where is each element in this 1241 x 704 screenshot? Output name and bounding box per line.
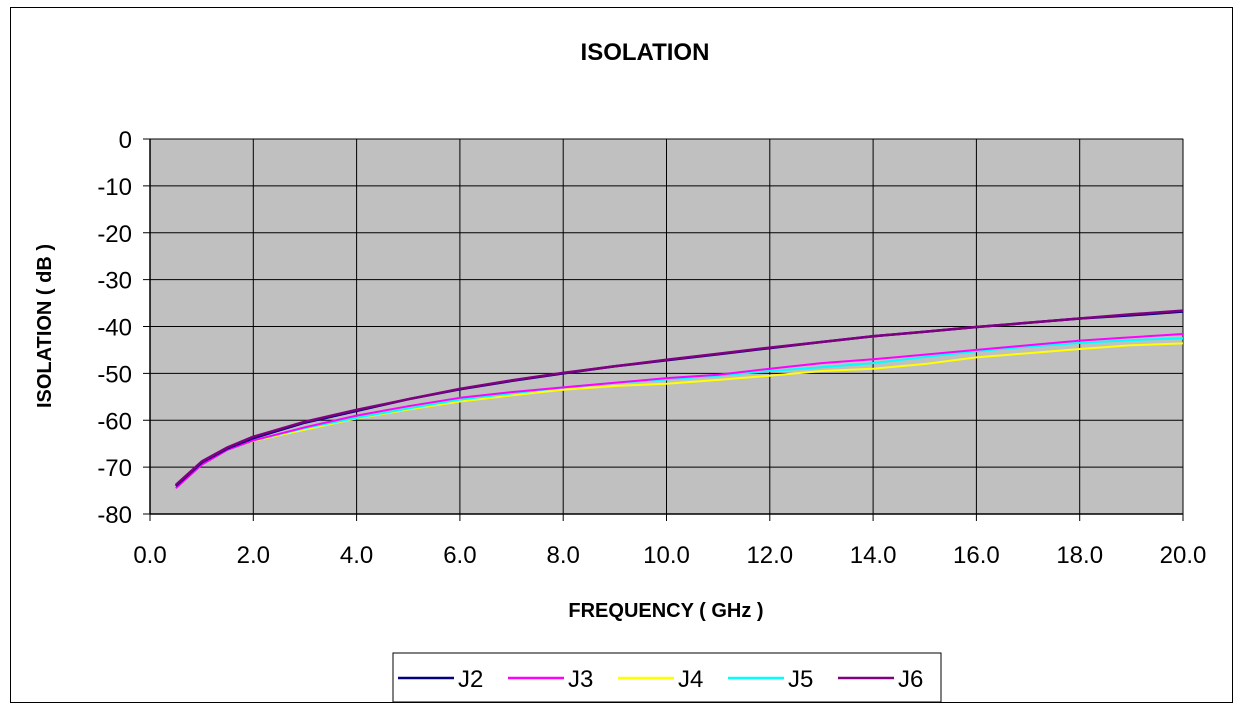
y-tick-label: -10: [97, 174, 132, 201]
y-tick-label: 0: [119, 127, 132, 154]
grid-lines: [150, 138, 1184, 514]
x-tick-labels: 0.0 2.0 4.0 6.0 8.0 10.0 12.0 14.0 16.0 18.0 20.0: [133, 542, 1206, 569]
x-tick-label: 16.0: [953, 542, 1000, 569]
series-line-j6: [174, 309, 1184, 486]
y-tick-labels: 0 -10 -20 -30 -40 -50 -60 -70 -80: [97, 127, 132, 529]
legend-label-j2: J2: [458, 666, 483, 693]
y-axis-title: ISOLATION ( dB ): [34, 244, 56, 408]
legend: J2 J3 J4 J5 J6: [392, 652, 942, 703]
legend-label-j3: J3: [568, 666, 593, 693]
y-tick-label: -80: [97, 502, 132, 529]
legend-label-j6: J6: [898, 666, 923, 693]
y-tick-label: -40: [97, 315, 132, 342]
x-tick-label: 2.0: [237, 542, 270, 569]
x-tick-label: 18.0: [1056, 542, 1103, 569]
x-tick-label: 8.0: [547, 542, 580, 569]
x-axis-title: FREQUENCY ( GHz ): [568, 600, 763, 622]
y-tick-label: -60: [97, 408, 132, 435]
legend-label-j5: J5: [788, 666, 813, 693]
x-tick-label: 10.0: [643, 542, 690, 569]
legend-label-j4: J4: [678, 666, 703, 693]
x-tick-label: 12.0: [746, 542, 793, 569]
series-lines: [174, 309, 1184, 489]
x-tick-label: 0.0: [133, 542, 166, 569]
series-line-j3: [175, 333, 1184, 489]
y-tick-label: -30: [97, 268, 132, 295]
x-tick-label: 14.0: [850, 542, 897, 569]
x-tick-label: 4.0: [340, 542, 373, 569]
y-tick-label: -70: [97, 455, 132, 482]
chart-title: ISOLATION: [581, 39, 710, 66]
y-tick-label: -20: [97, 221, 132, 248]
axes: [143, 138, 1184, 521]
y-tick-label: -50: [97, 361, 132, 388]
x-tick-label: 6.0: [443, 542, 476, 569]
x-tick-label: 20.0: [1160, 542, 1207, 569]
